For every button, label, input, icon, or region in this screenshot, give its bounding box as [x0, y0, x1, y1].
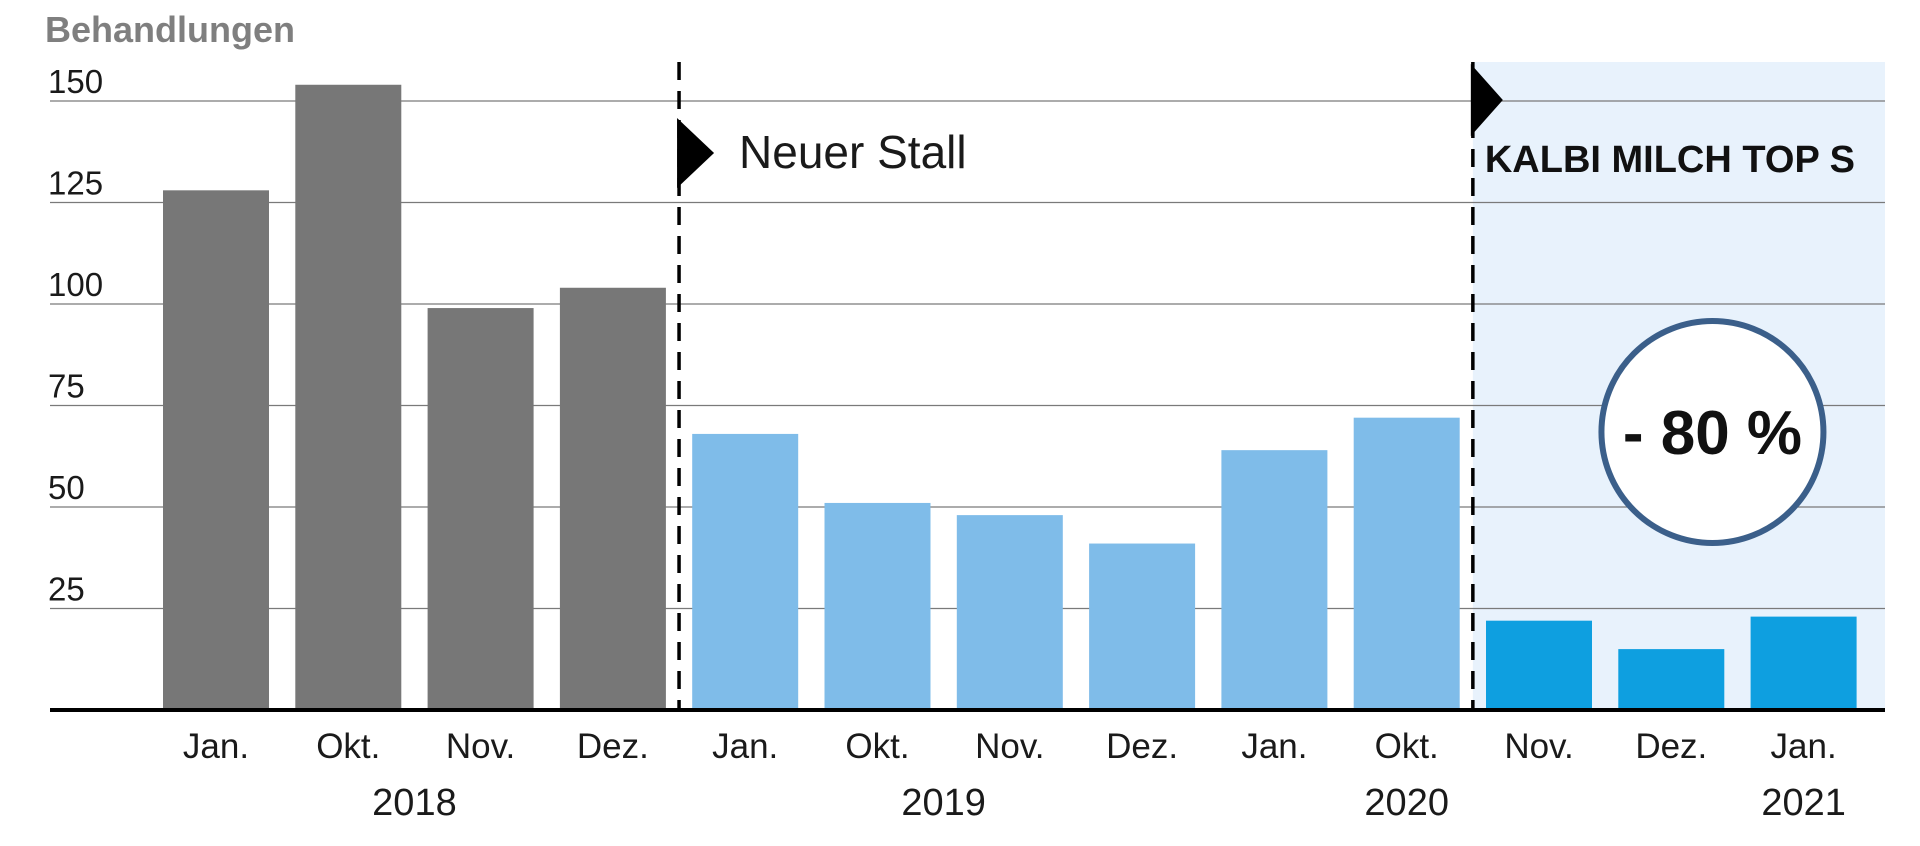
- x-tick-label: Dez.: [1635, 727, 1707, 766]
- bar: [1486, 620, 1592, 710]
- year-labels: 2018 2019 2020 2021: [372, 782, 1846, 824]
- bars: [163, 84, 1857, 710]
- year-label: 2018: [372, 782, 457, 824]
- bar: [1221, 450, 1328, 710]
- year-label: 2021: [1761, 782, 1846, 824]
- y-tick-label: 150: [48, 63, 103, 100]
- x-tick-label: Jan.: [712, 727, 778, 766]
- reduction-circle: [1598, 318, 1827, 546]
- y-tick-label: 75: [48, 368, 85, 405]
- y-tick-label: 50: [48, 469, 85, 506]
- x-tick-label: Okt.: [845, 727, 909, 766]
- year-label: 2019: [901, 782, 986, 824]
- bar: [692, 433, 799, 710]
- x-tick-label: Nov.: [446, 727, 515, 766]
- bar: [956, 515, 1063, 710]
- x-tick-label: Jan.: [1771, 727, 1837, 766]
- x-tick-label: Dez.: [577, 727, 649, 766]
- bar: [163, 190, 269, 710]
- x-tick-label: Okt.: [316, 727, 380, 766]
- y-tick-label: 100: [48, 266, 103, 303]
- y-tick-label: 125: [48, 165, 103, 202]
- bar: [1750, 616, 1857, 710]
- annotation-kalbi-milch: KALBI MILCH TOP S: [1485, 139, 1855, 181]
- x-tick-label: Nov.: [1504, 727, 1573, 766]
- period-dividers: [677, 62, 1475, 710]
- x-tick-labels: Jan. Okt. Nov. Dez. Jan. Okt. Nov. Dez. Jan. Okt.…: [183, 727, 1837, 766]
- x-tick-label: Okt.: [1375, 727, 1439, 766]
- neuer-stall-marker: [677, 118, 715, 188]
- x-tick-label: Jan.: [1241, 727, 1307, 766]
- x-tick-label: Jan.: [183, 727, 249, 766]
- bar: [1353, 417, 1460, 710]
- bar: [1618, 649, 1725, 710]
- reduction-percentage: - 80 %: [1623, 399, 1802, 468]
- bar: [824, 502, 931, 710]
- y-tick-label: 25: [48, 571, 85, 608]
- y-tick-labels: 25 50 75 100 125 150: [48, 63, 103, 608]
- bar: [295, 84, 402, 710]
- bar: [559, 287, 666, 710]
- bar: [1089, 543, 1196, 710]
- annotation-neuer-stall: Neuer Stall: [739, 126, 967, 178]
- x-tick-label: Nov.: [975, 727, 1044, 766]
- x-tick-label: Dez.: [1106, 727, 1178, 766]
- kalbi-marker: [1470, 64, 1503, 136]
- y-axis-label: Behandlungen: [45, 9, 295, 50]
- bar: [427, 308, 534, 710]
- year-label: 2020: [1364, 782, 1449, 824]
